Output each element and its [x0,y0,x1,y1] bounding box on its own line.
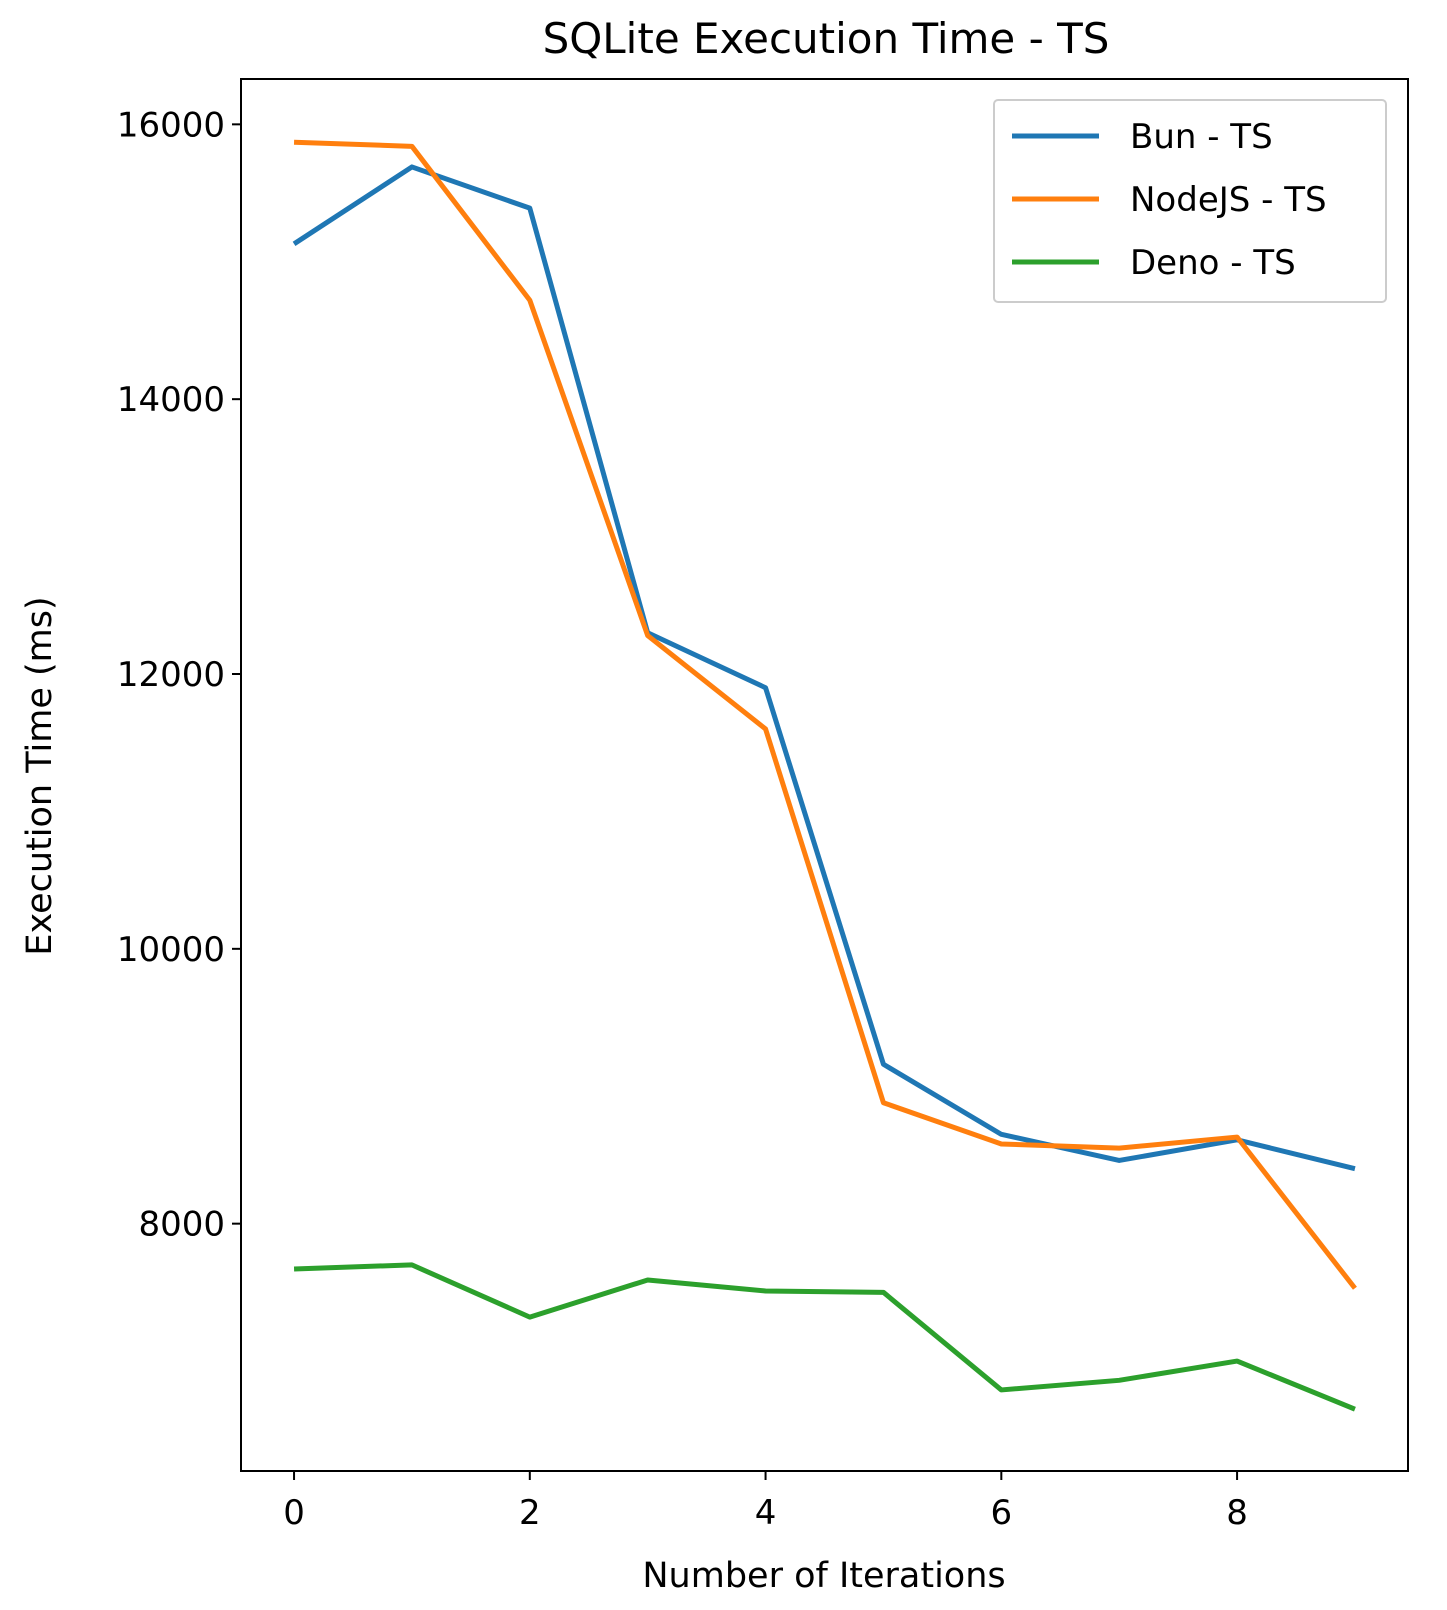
y-axis-title: Execution Time (ms) [20,596,60,955]
x-tick-label: 2 [519,1493,541,1533]
y-tick-label: 16000 [117,105,225,145]
legend: Bun - TS NodeJS - TS Deno - TS [994,100,1386,302]
legend-label: Deno - TS [1130,243,1296,283]
y-tick-label: 8000 [138,1205,225,1245]
x-axis-title: Number of Iterations [642,1556,1005,1596]
x-tick-label: 6 [990,1493,1012,1533]
y-tick-label: 12000 [117,655,225,695]
legend-label: NodeJS - TS [1130,180,1327,220]
x-tick-label: 8 [1226,1493,1248,1533]
chart-title: SQLite Execution Time - TS [543,14,1110,63]
y-tick-label: 14000 [117,380,225,420]
x-tick-label: 0 [283,1493,305,1533]
y-tick-label: 10000 [117,930,225,970]
legend-label: Bun - TS [1130,117,1273,157]
x-tick-label: 4 [755,1493,777,1533]
